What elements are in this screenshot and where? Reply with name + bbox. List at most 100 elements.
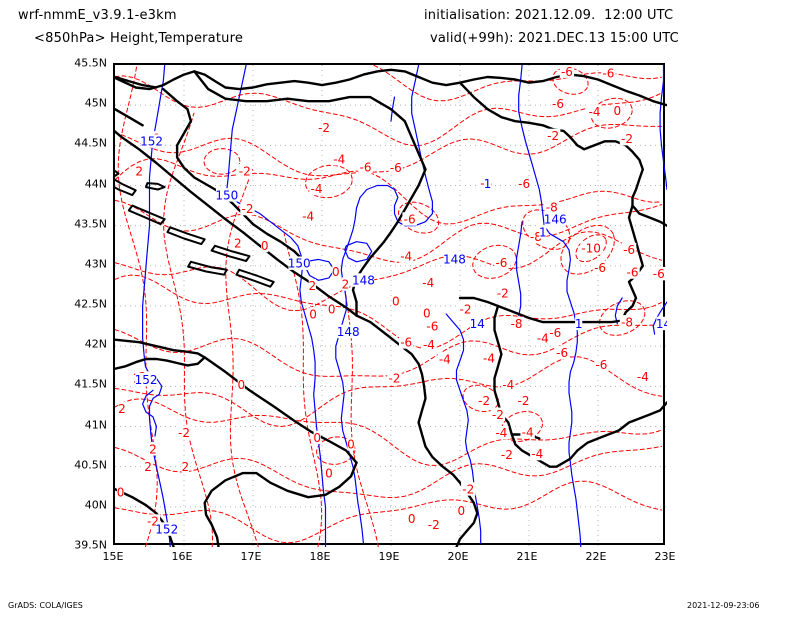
contour-label: 148: [352, 274, 375, 288]
y-tick-label: 45.5N: [74, 56, 107, 70]
contour-label: 148: [443, 253, 466, 267]
contour-label: -6: [495, 256, 507, 270]
y-tick-label: 44N: [84, 177, 107, 190]
contour-map-canvas: -20-4-6-62-2-4-6-6-4-2-6-8-8-10-6-6-6-6-…: [115, 65, 667, 547]
contour-label: 2: [144, 460, 152, 474]
height-contour-group: [142, 65, 667, 547]
render-stamp: 2021-12-09-23:06: [687, 601, 760, 610]
contour-label: 152: [140, 135, 163, 149]
y-tick-label: 40.5N: [74, 458, 107, 472]
contour-label: -2: [428, 518, 440, 532]
y-tick-label: 42N: [84, 337, 107, 351]
contour-label: -6: [400, 335, 412, 349]
contour-label: 0: [613, 104, 621, 118]
contour-label: -2: [492, 408, 504, 422]
contour-label: 2: [135, 164, 143, 178]
level-field-title: <850hPa> Height,Temperature: [34, 31, 244, 46]
contour-label: -6: [653, 267, 665, 281]
contour-label: 1: [539, 225, 547, 239]
contour-label: 2: [182, 460, 190, 474]
contour-label: -4: [439, 352, 451, 366]
contour-label: 0: [117, 486, 125, 500]
contour-label: 2: [342, 278, 350, 292]
y-tick-label: 40N: [84, 498, 107, 512]
contour-label: -6: [426, 319, 438, 333]
contour-label: -6: [390, 161, 402, 175]
contour-label: 0: [423, 307, 431, 321]
contour-label: -4: [423, 338, 435, 352]
x-tick-label: 20E: [447, 550, 469, 563]
contour-label: -2: [239, 164, 251, 178]
height-label-group: 152 150 150 148 148 148 146 14 14 1 1 1 152 152: [135, 134, 667, 537]
contour-label: -4: [422, 276, 434, 290]
contour-label: -2: [497, 286, 509, 300]
contour-label: 0: [408, 512, 416, 526]
gridlines-group: [115, 65, 667, 547]
x-tick-label: 23E: [654, 550, 676, 563]
contour-label: -6: [595, 358, 607, 372]
contour-label: -4: [637, 370, 649, 384]
contour-label: -4: [302, 209, 314, 223]
contour-label: -2: [478, 394, 490, 408]
contour-label: -2: [147, 515, 159, 529]
weather-map-plot: -20-4-6-62-2-4-6-6-4-2-6-8-8-10-6-6-6-6-…: [113, 63, 667, 547]
y-tick-label: 42.5N: [74, 297, 107, 311]
contour-label: 0: [458, 504, 466, 518]
grads-credit: GrADS: COLA/IGES: [8, 601, 83, 610]
contour-label: -4: [333, 152, 345, 166]
contour-label: 14: [470, 317, 485, 331]
contour-label: -6: [552, 97, 564, 111]
contour-label: 150: [288, 257, 311, 271]
contour-label: -2: [517, 394, 529, 408]
x-tick-label: 21E: [516, 550, 538, 563]
y-tick-label: 43.5N: [74, 217, 107, 231]
y-tick-label: 45N: [84, 96, 107, 110]
contour-label: -2: [241, 202, 253, 216]
contour-label: 2: [118, 402, 126, 416]
temperature-label-group: -20-4-6-62-2-4-6-6-4-2-6-8-8-10-6-6-6-6-…: [117, 65, 666, 532]
contour-label: 2: [309, 279, 317, 293]
contour-label: -6: [404, 213, 416, 227]
contour-label: -2: [462, 482, 474, 496]
y-tick-label: 43N: [84, 257, 107, 271]
contour-label: -6: [549, 326, 561, 340]
x-tick-label: 15E: [102, 550, 124, 563]
contour-label: -2: [501, 448, 513, 462]
initialisation-time: initialisation: 2021.12.09. 12:00 UTC: [424, 8, 674, 23]
x-tick-label: 19E: [378, 550, 400, 563]
contour-label: 0: [313, 431, 321, 445]
contour-label: -4: [483, 352, 495, 366]
contour-label: -6: [556, 346, 568, 360]
x-tick-label: 17E: [240, 550, 262, 563]
contour-label: -4: [502, 378, 514, 392]
contour-label: 0: [328, 303, 336, 317]
contour-label: 150: [215, 188, 238, 202]
contour-label: -2: [388, 372, 400, 386]
contour-label: -8: [530, 230, 542, 244]
contour-label: -4: [522, 425, 534, 439]
contour-label: -4: [589, 105, 601, 119]
contour-label: 148: [337, 325, 360, 339]
contour-label: 0: [332, 265, 340, 279]
y-tick-label: 39.5N: [74, 538, 107, 552]
contour-label: 0: [237, 378, 245, 392]
contour-label: -2: [178, 426, 190, 440]
contour-label: -2: [318, 121, 330, 135]
contour-label: -6: [623, 243, 635, 257]
contour-label: -6: [359, 160, 371, 174]
contour-label: -4: [537, 331, 549, 345]
valid-time: valid(+99h): 2021.DEC.13 15:00 UTC: [430, 31, 679, 46]
contour-label: 0: [261, 239, 269, 253]
contour-label: 146: [544, 213, 567, 227]
contour-label: -6: [594, 261, 606, 275]
contour-label: -6: [561, 65, 573, 79]
contour-label: -6: [627, 266, 639, 280]
contour-label: 152: [155, 523, 178, 537]
y-tick-label: 41.5N: [74, 377, 107, 391]
contour-label: -2: [547, 129, 559, 143]
contour-label: 1: [575, 317, 583, 331]
contour-label: -4: [310, 182, 322, 196]
contour-label: 1: [484, 177, 492, 191]
contour-label: 2: [149, 442, 157, 456]
contour-label: -4: [495, 426, 507, 440]
